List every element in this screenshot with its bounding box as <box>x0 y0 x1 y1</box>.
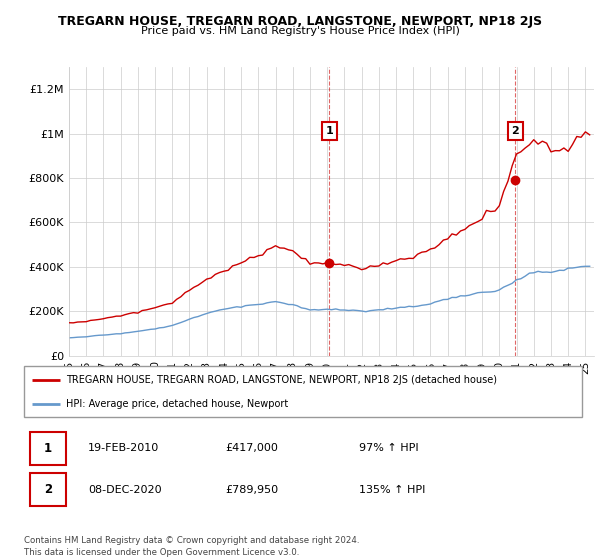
Text: 2: 2 <box>44 483 52 496</box>
Text: 1: 1 <box>44 442 52 455</box>
Text: £417,000: £417,000 <box>225 443 278 453</box>
Text: Price paid vs. HM Land Registry's House Price Index (HPI): Price paid vs. HM Land Registry's House … <box>140 26 460 36</box>
Text: TREGARN HOUSE, TREGARN ROAD, LANGSTONE, NEWPORT, NP18 2JS: TREGARN HOUSE, TREGARN ROAD, LANGSTONE, … <box>58 15 542 28</box>
Text: 135% ↑ HPI: 135% ↑ HPI <box>359 485 425 495</box>
Text: Contains HM Land Registry data © Crown copyright and database right 2024.
This d: Contains HM Land Registry data © Crown c… <box>24 536 359 557</box>
Text: TREGARN HOUSE, TREGARN ROAD, LANGSTONE, NEWPORT, NP18 2JS (detached house): TREGARN HOUSE, TREGARN ROAD, LANGSTONE, … <box>66 375 497 385</box>
Text: 2: 2 <box>511 125 519 136</box>
FancyBboxPatch shape <box>29 432 66 465</box>
Text: 97% ↑ HPI: 97% ↑ HPI <box>359 443 418 453</box>
FancyBboxPatch shape <box>29 473 66 506</box>
Text: 08-DEC-2020: 08-DEC-2020 <box>88 485 162 495</box>
Text: £789,950: £789,950 <box>225 485 278 495</box>
Text: 1: 1 <box>326 125 334 136</box>
Text: 19-FEB-2010: 19-FEB-2010 <box>88 443 160 453</box>
Text: HPI: Average price, detached house, Newport: HPI: Average price, detached house, Newp… <box>66 399 288 409</box>
FancyBboxPatch shape <box>24 366 582 417</box>
